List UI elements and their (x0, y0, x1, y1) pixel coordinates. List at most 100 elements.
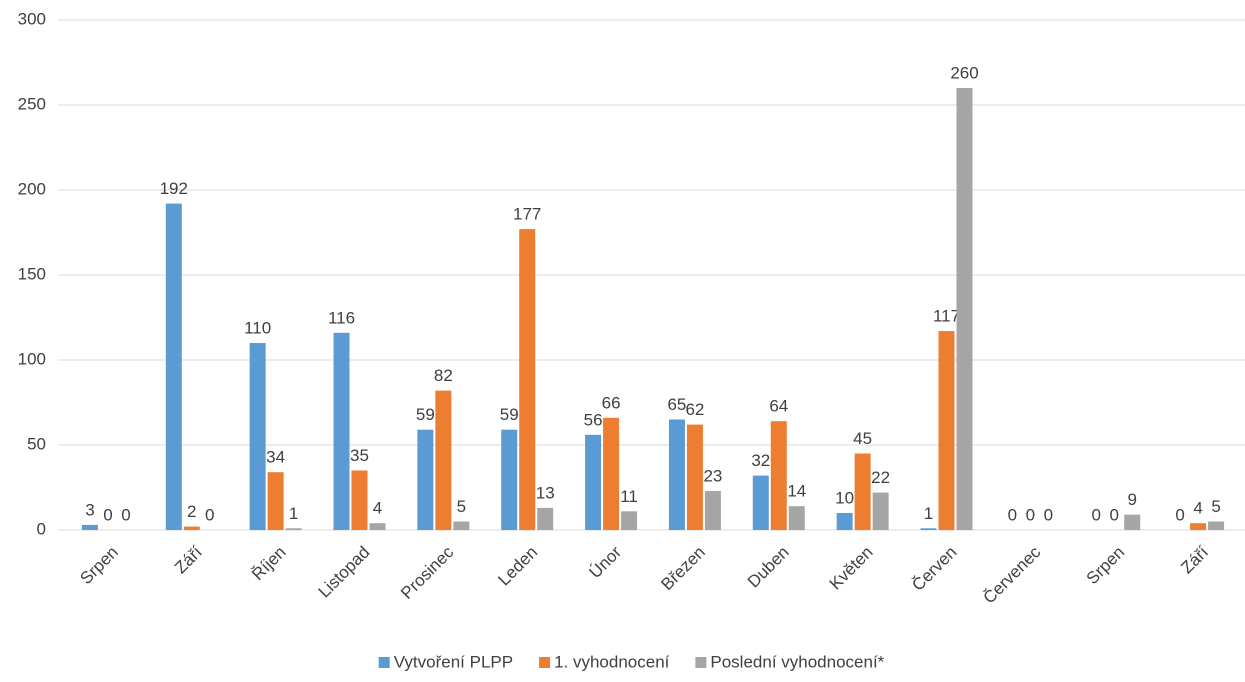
data-label: 0 (1008, 505, 1017, 524)
x-tick-label: Květen (826, 543, 877, 594)
x-tick-label: Srpen (76, 543, 122, 589)
legend-label: 1. vyhodnocení (554, 652, 670, 671)
data-label: 3 (85, 500, 94, 519)
bar (621, 511, 638, 530)
x-tick-label: Říjen (248, 543, 289, 584)
x-tick-label: Červen (908, 543, 960, 595)
data-label: 117 (933, 307, 960, 326)
data-label: 4 (1193, 499, 1202, 518)
bar (165, 203, 182, 530)
bar (585, 434, 602, 530)
bar (453, 521, 470, 530)
data-label: 23 (703, 466, 722, 485)
data-label: 0 (1109, 505, 1118, 524)
bar (519, 229, 536, 530)
data-label: 116 (328, 308, 355, 327)
x-tick-label: Duben (744, 543, 793, 592)
data-label: 5 (457, 497, 466, 516)
data-label: 1 (924, 504, 933, 523)
bar (1124, 514, 1141, 530)
x-tick-label: Únor (586, 542, 626, 582)
bar (603, 417, 620, 530)
bar (1208, 521, 1225, 530)
data-label: 260 (950, 63, 978, 82)
bar (686, 424, 703, 530)
data-label: 65 (667, 395, 686, 414)
data-label: 5 (1211, 497, 1220, 516)
legend-swatch (539, 657, 551, 668)
data-label: 59 (416, 405, 435, 424)
bar (788, 506, 805, 530)
data-label: 13 (536, 483, 555, 502)
legend: Vytvoření PLPP 1. vyhodnocení Poslední vyh… (378, 652, 885, 671)
y-tick-label: 200 (18, 179, 46, 198)
data-label: 56 (584, 410, 603, 429)
bar (854, 453, 871, 530)
bar (920, 528, 937, 530)
data-label: 32 (751, 451, 770, 470)
bar (938, 331, 955, 530)
x-tick-label: Listopad (315, 543, 374, 602)
data-label: 0 (1175, 505, 1184, 524)
data-label: 2 (187, 502, 196, 521)
bar (285, 528, 302, 530)
data-label: 82 (434, 366, 453, 385)
data-label: 66 (602, 393, 621, 412)
y-tick-label: 50 (27, 434, 46, 453)
data-label: 59 (500, 405, 519, 424)
data-label: 0 (103, 505, 112, 524)
data-label: 0 (1044, 505, 1053, 524)
y-tick-label: 300 (18, 9, 46, 28)
data-label: 177 (513, 205, 541, 224)
bar (333, 332, 350, 530)
bar (668, 419, 685, 530)
data-label: 35 (350, 446, 369, 465)
data-label: 0 (1026, 505, 1035, 524)
data-label: 22 (871, 468, 890, 487)
legend-swatch (378, 657, 390, 668)
bar (267, 472, 284, 530)
x-tick-label: Červenec (979, 542, 1044, 607)
data-label: 64 (769, 397, 788, 416)
data-label: 62 (685, 400, 704, 419)
data-label: 9 (1127, 490, 1136, 509)
data-label: 1 (289, 504, 298, 523)
data-label: 34 (266, 448, 285, 467)
bar (501, 429, 518, 530)
bar (836, 513, 853, 530)
x-tick-label: Prosinec (397, 542, 458, 603)
data-label: 0 (121, 505, 130, 524)
bar (872, 492, 889, 530)
bar (1190, 523, 1207, 530)
bar (81, 524, 98, 530)
data-label: 110 (244, 318, 271, 337)
x-tick-label: Leden (494, 543, 541, 590)
bar (537, 507, 554, 530)
x-tick-label: Září (171, 542, 206, 577)
data-label: 45 (853, 429, 872, 448)
data-label: 192 (160, 179, 188, 198)
y-tick-label: 0 (37, 519, 46, 538)
data-label: 11 (620, 487, 638, 506)
bar (956, 88, 973, 530)
y-tick-label: 250 (18, 94, 46, 113)
x-tick-label: Září (1177, 542, 1212, 577)
bar (369, 523, 386, 530)
bar (417, 429, 434, 530)
bar (351, 470, 368, 530)
bar (770, 421, 787, 530)
data-label: 0 (1091, 505, 1100, 524)
x-tick-label: Srpen (1083, 543, 1129, 589)
x-tick-label: Březen (657, 543, 709, 595)
bar (249, 343, 266, 530)
legend-label: Vytvoření PLPP (394, 652, 513, 671)
data-label: 14 (787, 482, 806, 501)
data-label: 0 (205, 505, 214, 524)
y-tick-label: 150 (18, 264, 46, 283)
legend-swatch (695, 657, 707, 668)
bar (752, 475, 769, 530)
bar (704, 490, 721, 530)
data-label: 4 (373, 499, 382, 518)
y-tick-label: 100 (18, 349, 46, 368)
